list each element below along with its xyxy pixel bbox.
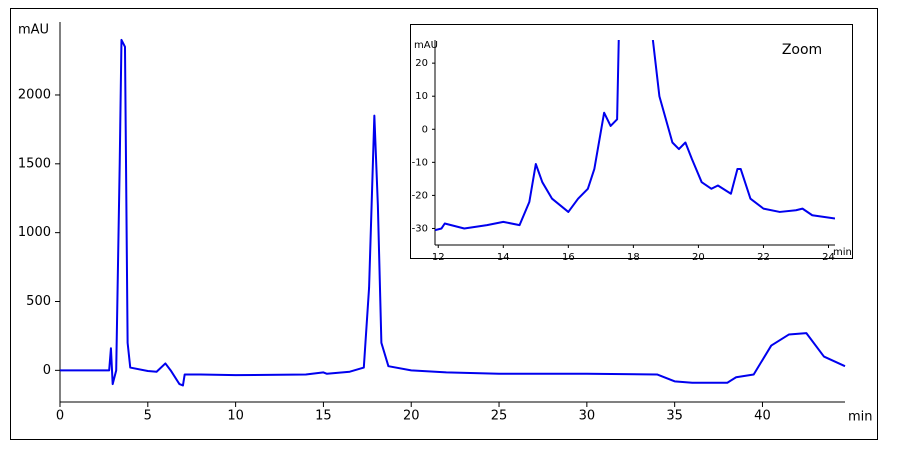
x-tick-label: 12 bbox=[432, 252, 445, 263]
x-tick-label: 40 bbox=[754, 409, 771, 424]
plot-area bbox=[435, 40, 835, 232]
y-tick-label: 0 bbox=[43, 363, 51, 378]
inset-frame bbox=[410, 24, 853, 259]
y-tick-label: -30 bbox=[412, 223, 428, 234]
x-axis-label: min bbox=[833, 247, 852, 258]
inset-title: Zoom bbox=[782, 42, 822, 58]
y-tick-label: -10 bbox=[412, 157, 428, 168]
frame bbox=[10, 8, 878, 440]
x-tick-label: 25 bbox=[491, 409, 508, 424]
x-axis-label: min bbox=[848, 410, 873, 425]
y-tick-label: -20 bbox=[412, 190, 428, 201]
y-tick-label: 10 bbox=[415, 91, 428, 102]
x-tick-label: 18 bbox=[627, 252, 640, 263]
y-tick-label: 500 bbox=[26, 294, 51, 309]
y-tick-label: 1000 bbox=[18, 225, 51, 240]
data-line bbox=[60, 38, 846, 387]
y-tick-label: 2000 bbox=[18, 87, 51, 102]
y-tick-label: 20 bbox=[415, 58, 428, 69]
y-tick-label: 1500 bbox=[18, 156, 51, 171]
x-tick-label: 20 bbox=[403, 409, 420, 424]
x-tick-label: 10 bbox=[227, 409, 244, 424]
x-tick-label: 35 bbox=[666, 409, 683, 424]
y-tick-label: 0 bbox=[422, 124, 428, 135]
data-line bbox=[435, 40, 835, 232]
x-tick-label: 0 bbox=[56, 409, 64, 424]
x-tick-label: 22 bbox=[757, 252, 770, 263]
x-tick-label: 15 bbox=[315, 409, 332, 424]
x-tick-label: 20 bbox=[692, 252, 705, 263]
x-tick-label: 24 bbox=[822, 252, 835, 263]
x-tick-label: 14 bbox=[497, 252, 510, 263]
y-axis-label: mAU bbox=[414, 40, 438, 51]
x-tick-label: 30 bbox=[579, 409, 596, 424]
y-axis-label: mAU bbox=[18, 23, 49, 38]
x-tick-label: 16 bbox=[562, 252, 575, 263]
x-tick-label: 5 bbox=[144, 409, 152, 424]
